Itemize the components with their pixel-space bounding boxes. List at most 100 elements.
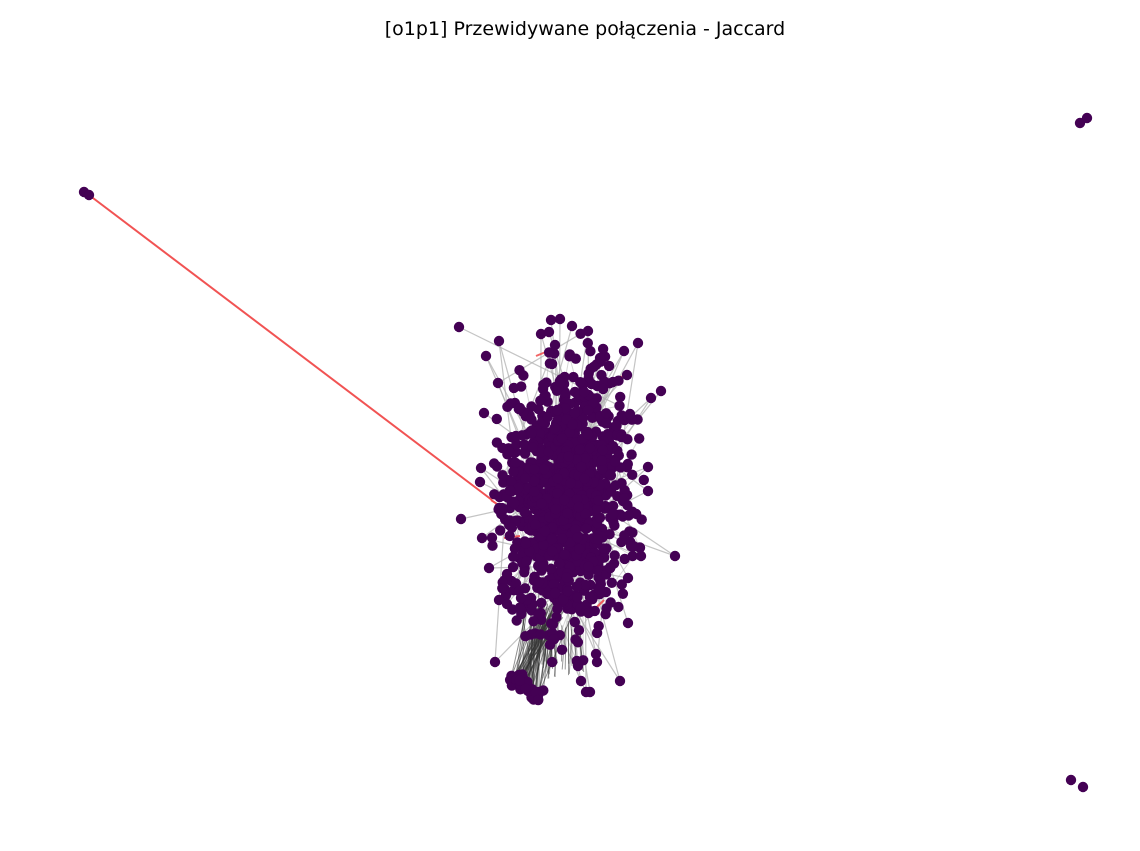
graph-node [573, 625, 585, 636]
graph-node [486, 532, 498, 543]
graph-node [519, 567, 530, 578]
graph-node [539, 463, 550, 475]
dense-edge [524, 604, 555, 689]
graph-node [559, 494, 570, 506]
graph-node [569, 616, 580, 628]
graph-node [1081, 112, 1093, 124]
graph-node [597, 444, 609, 456]
graph-node [560, 389, 571, 400]
graph-node [622, 617, 634, 629]
graph-node [619, 530, 630, 541]
graph-node [492, 377, 504, 389]
graph-node [592, 534, 604, 545]
graph-node [501, 568, 513, 580]
graph-node [536, 597, 547, 609]
graph-node [475, 462, 487, 474]
graph-node [535, 328, 547, 340]
graph-node [533, 576, 545, 588]
graph-node [573, 501, 584, 513]
graph-node [574, 543, 585, 555]
graph-node [607, 376, 619, 388]
graph-node [611, 420, 622, 432]
graph-node [609, 520, 620, 531]
graph-node [593, 495, 604, 506]
graph-node [480, 350, 492, 362]
graph-node [508, 551, 519, 562]
graph-node [510, 430, 522, 442]
graph-node [562, 508, 573, 519]
graph-node [497, 583, 508, 594]
graph-node [645, 392, 657, 404]
graph-node [552, 404, 563, 416]
graph-node [632, 337, 644, 349]
graph-node [563, 451, 574, 462]
graph-node [618, 345, 630, 357]
graph-node [542, 411, 553, 423]
graph-node [539, 525, 551, 537]
graph-node [577, 412, 589, 424]
graph-node [597, 343, 609, 355]
graph-node [530, 686, 541, 698]
graph-node [596, 464, 608, 475]
graph-node [497, 470, 508, 481]
nodes [78, 112, 1093, 793]
graph-node [554, 313, 566, 325]
graph-node [569, 407, 580, 419]
graph-node [544, 639, 556, 650]
graph-node [521, 556, 532, 567]
graph-node [555, 377, 566, 388]
graph-node [528, 616, 539, 627]
graph-node [575, 377, 586, 388]
graph-node [552, 473, 563, 484]
graph-node [619, 553, 630, 565]
graph-node [576, 461, 587, 473]
graph-node [600, 418, 612, 429]
graph-node [571, 581, 583, 592]
graph-node [590, 648, 602, 660]
graph-node [607, 508, 619, 520]
graph-node [583, 561, 594, 572]
graph-node [615, 391, 626, 403]
graph-node [614, 400, 625, 411]
graph-node [580, 508, 591, 519]
graph-node [538, 379, 549, 390]
graph-node [510, 457, 521, 468]
graph-node [530, 519, 541, 530]
graph-node [483, 562, 495, 574]
graph-node [538, 561, 549, 573]
existing-edge [497, 333, 581, 384]
graph-node [497, 502, 508, 514]
graph-node [565, 477, 576, 489]
graph-node [526, 401, 537, 412]
graph-node [572, 660, 584, 672]
graph-node [519, 439, 530, 450]
graph-node [584, 591, 596, 603]
graph-node [570, 524, 581, 535]
graph-node [546, 358, 558, 370]
graph-node [508, 466, 519, 477]
graph-node [584, 442, 596, 454]
graph-node [455, 513, 467, 525]
graph-node [574, 444, 586, 455]
graph-node [1077, 781, 1089, 793]
graph-node [582, 325, 594, 337]
graph-node [627, 527, 638, 538]
graph-node [591, 627, 603, 639]
graph-node [591, 504, 603, 515]
graph-node [535, 395, 546, 406]
graph-node [551, 611, 562, 623]
graph-node [603, 360, 615, 372]
graph-node [549, 339, 561, 351]
graph-node [512, 482, 524, 494]
graph-node [592, 565, 603, 576]
graph-node [525, 629, 537, 640]
graph-node [609, 550, 620, 561]
graph-node [514, 602, 526, 614]
graph-node [497, 442, 508, 454]
graph-node [535, 629, 546, 640]
graph-node [619, 493, 630, 504]
graph-node [538, 539, 549, 551]
graph-node [1065, 774, 1077, 786]
graph-node [580, 453, 591, 464]
